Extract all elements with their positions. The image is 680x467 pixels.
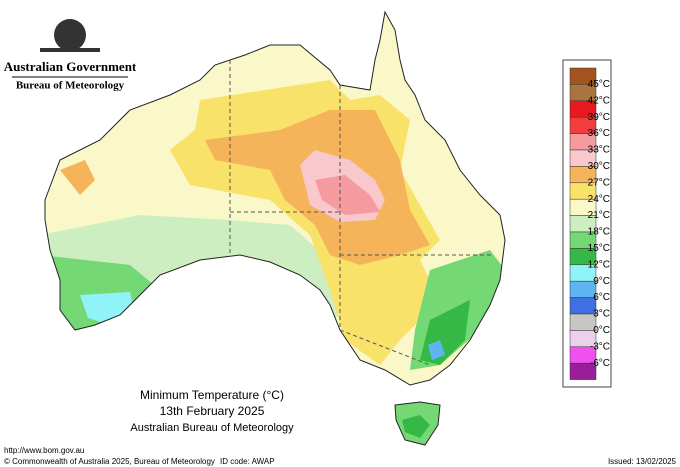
legend-label: 45°C xyxy=(588,79,610,90)
legend-label: -6°C xyxy=(590,358,610,369)
footer-copyright: © Commonwealth of Australia 2025, Bureau… xyxy=(4,457,215,466)
tasmania xyxy=(394,401,441,446)
legend-label: 27°C xyxy=(588,177,610,188)
legend-swatch xyxy=(569,280,597,298)
footer-id: ID code: AWAP xyxy=(220,457,275,466)
map-source: Australian Bureau of Meteorology xyxy=(130,422,294,434)
state-borders xyxy=(229,60,492,366)
gov-name: Australian Government xyxy=(4,59,137,74)
legend-label: 30°C xyxy=(588,161,610,172)
legend-label: 0°C xyxy=(593,325,610,336)
legend-label: 3°C xyxy=(593,309,610,320)
legend-swatch xyxy=(569,297,597,315)
legend-label: 12°C xyxy=(588,259,610,270)
legend-label: 15°C xyxy=(588,243,610,254)
legend-label: 24°C xyxy=(588,194,610,205)
logo xyxy=(40,19,100,52)
footer-issued: Issued: 13/02/2025 xyxy=(608,457,677,466)
map-title: Minimum Temperature (°C) xyxy=(140,388,284,402)
bureau-name: Bureau of Meteorology xyxy=(16,80,125,92)
legend-label: 9°C xyxy=(593,276,610,287)
legend: 45°C 42°C 39°C 36°C 33°C 30°C 27°C 24°C 21°C 18°C… xyxy=(562,59,612,388)
map-date: 13th February 2025 xyxy=(160,404,265,418)
legend-swatch xyxy=(569,362,597,380)
legend-label: 36°C xyxy=(588,128,610,139)
legend-label: -3°C xyxy=(590,341,610,352)
legend-label: 6°C xyxy=(593,292,610,303)
legend-label: 33°C xyxy=(588,145,610,156)
legend-label: 39°C xyxy=(588,112,610,123)
footer-url: http://www.bom.gov.au xyxy=(4,446,84,455)
legend-swatch xyxy=(569,313,597,331)
legend-label: 18°C xyxy=(588,227,610,238)
legend-label: 21°C xyxy=(588,210,610,221)
legend-label: 42°C xyxy=(588,95,610,106)
